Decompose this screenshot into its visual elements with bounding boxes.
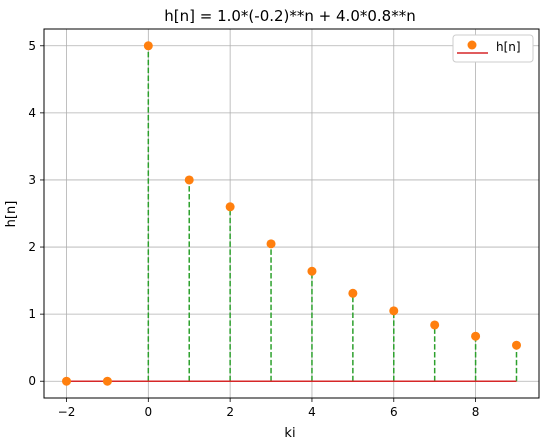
data-point [389, 306, 399, 316]
legend-box [452, 34, 534, 63]
data-point [307, 266, 317, 276]
x-tick-label: 0 [144, 405, 152, 419]
data-point [102, 376, 112, 386]
legend: h[n] [452, 34, 534, 63]
grid [44, 29, 539, 398]
y-tick-label: 2 [28, 240, 36, 254]
data-point [471, 331, 481, 341]
data-point [225, 202, 235, 212]
legend-marker-swatch [467, 40, 477, 50]
axes-frame [43, 28, 540, 399]
x-axis-label: ki [284, 426, 295, 441]
x-tick-label: −2 [58, 405, 76, 419]
data-point [266, 239, 276, 249]
y-axis-label: h[n] [4, 201, 19, 228]
data-point [512, 340, 521, 350]
y-tick-label: 5 [28, 39, 36, 53]
data-point [184, 175, 194, 185]
chart-title: h[n] = 1.0*(-0.2)**n + 4.0*0.8**n [164, 7, 415, 25]
plot-area [62, 41, 521, 386]
y-tick-label: 0 [28, 374, 36, 388]
data-point [430, 320, 440, 330]
x-tick-label: 6 [390, 405, 398, 419]
x-axis: −2 0 2 4 6 8 [58, 398, 480, 419]
legend-entry-label: h[n] [496, 40, 521, 54]
y-tick-label: 1 [28, 307, 36, 321]
x-tick-label: 2 [226, 405, 234, 419]
data-point [143, 41, 153, 51]
y-tick-label: 3 [28, 173, 36, 187]
y-axis: 0 1 2 3 4 5 [28, 39, 44, 388]
data-point [62, 376, 71, 386]
data-point [348, 288, 358, 298]
y-tick-label: 4 [28, 106, 36, 120]
x-tick-label: 4 [308, 405, 316, 419]
x-tick-label: 8 [472, 405, 480, 419]
